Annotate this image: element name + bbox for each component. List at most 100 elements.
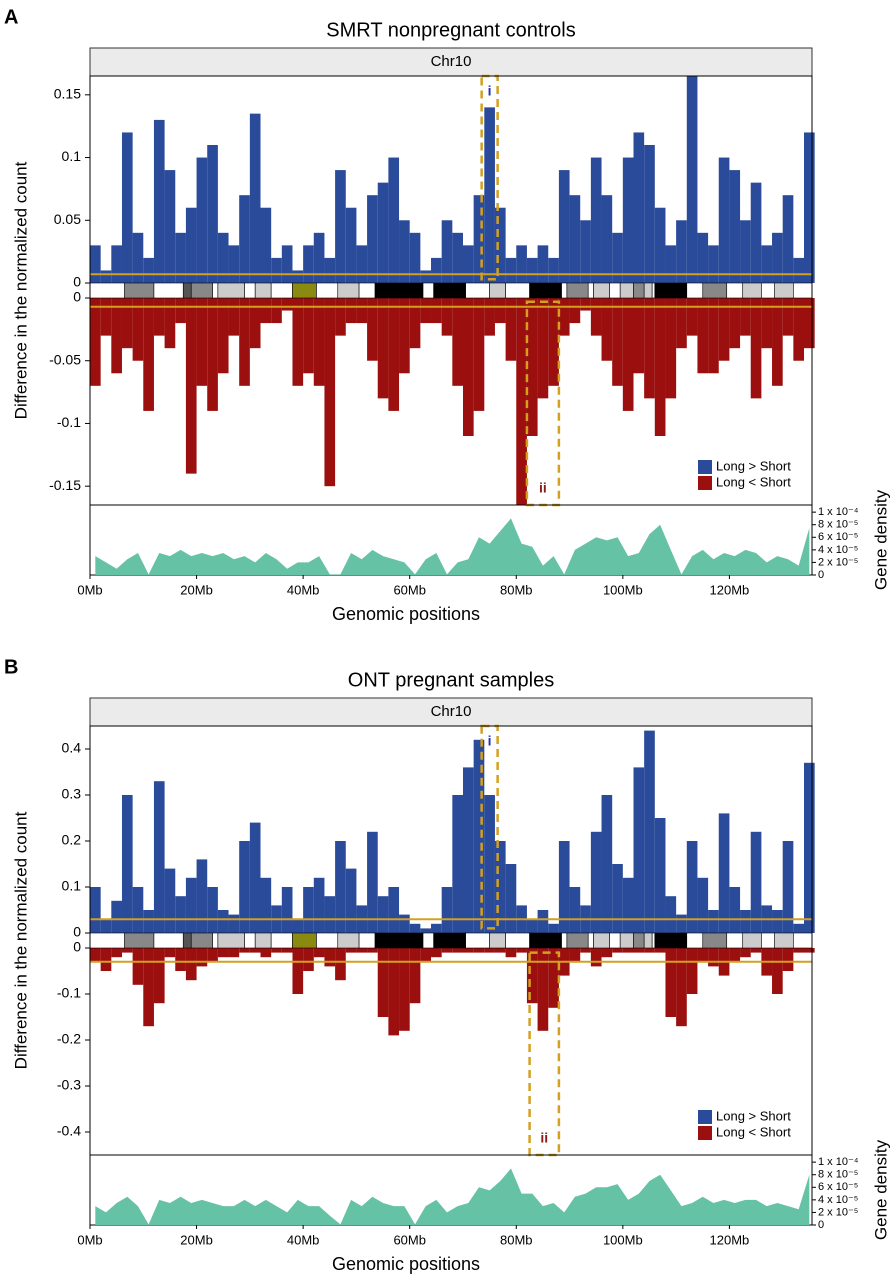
- bar: [804, 762, 815, 933]
- highlight-label: ii: [539, 480, 547, 496]
- facet-strip-label: Chr10: [431, 703, 472, 720]
- bar: [686, 948, 698, 994]
- cytoband: [433, 932, 466, 949]
- x-tick-label: 20Mb: [180, 1232, 213, 1247]
- bar: [143, 910, 154, 933]
- bar: [548, 923, 559, 933]
- y-tick-label: -0.15: [49, 477, 81, 493]
- cytoband: [643, 282, 653, 299]
- cytoband: [561, 932, 568, 949]
- bar: [697, 877, 709, 933]
- cytoband: [244, 282, 256, 299]
- bar: [121, 298, 133, 349]
- y-tick-label: 0.3: [62, 786, 82, 802]
- cytoband: [489, 282, 506, 299]
- cytoband: [190, 932, 213, 949]
- cytoband: [217, 282, 245, 299]
- bar: [590, 157, 602, 283]
- cytoband: [726, 282, 744, 299]
- bar: [153, 119, 165, 283]
- density-tick-label: 8 x 10⁻⁵: [818, 1169, 858, 1181]
- cytoband: [609, 932, 621, 949]
- bar: [399, 948, 410, 1031]
- density-tick-label: 2 x 10⁻⁵: [818, 1206, 858, 1218]
- bar: [793, 257, 805, 283]
- bar: [281, 948, 293, 953]
- cytoband: [742, 932, 762, 949]
- density-tick-label: 1 x 10⁻⁴: [818, 1156, 859, 1168]
- bar: [207, 887, 218, 933]
- bar: [537, 910, 549, 933]
- bar: [665, 948, 677, 1017]
- bar: [665, 298, 677, 399]
- bar: [569, 195, 581, 283]
- bar: [239, 195, 250, 283]
- cytoband: [593, 282, 610, 299]
- bar: [633, 298, 645, 374]
- bar: [239, 298, 250, 386]
- cytoband: [292, 282, 317, 299]
- density-tick-label: 0: [818, 1219, 824, 1231]
- bar: [196, 859, 208, 933]
- bar: [601, 195, 613, 283]
- bar: [516, 245, 527, 283]
- cytoband: [529, 932, 562, 949]
- bar: [644, 730, 655, 933]
- bar: [153, 298, 165, 336]
- bar: [292, 270, 304, 283]
- bar: [388, 157, 400, 283]
- bar: [601, 298, 613, 361]
- bar: [750, 831, 762, 933]
- highlight-label: i: [488, 733, 492, 749]
- bar: [281, 887, 293, 933]
- bar: [217, 910, 229, 933]
- bar: [431, 257, 442, 283]
- bar: [612, 948, 623, 953]
- cytoband: [212, 932, 219, 949]
- cytoband: [270, 932, 293, 949]
- bar: [367, 195, 378, 283]
- facet-strip: [89, 47, 813, 77]
- bar: [750, 948, 762, 953]
- bar: [548, 948, 559, 1008]
- x-tick-label: 120Mb: [710, 582, 750, 597]
- bar: [228, 298, 240, 336]
- cytoband: [292, 932, 317, 949]
- x-tick-label: 20Mb: [180, 582, 213, 597]
- cytoband: [316, 282, 339, 299]
- y-tick-label: 0.05: [54, 211, 81, 227]
- density-area: [95, 518, 810, 575]
- bar: [90, 948, 101, 962]
- cytoband: [609, 282, 621, 299]
- bar: [686, 298, 698, 336]
- bar: [90, 887, 101, 933]
- bar: [718, 813, 730, 933]
- bar: [782, 195, 794, 283]
- bar: [612, 232, 623, 283]
- bar: [804, 948, 815, 953]
- bar: [249, 822, 261, 933]
- cytoband: [422, 282, 434, 299]
- bar: [335, 841, 346, 933]
- bar: [494, 841, 506, 933]
- chart-title: ONT pregnant samples: [348, 669, 554, 691]
- y-tick-label: -0.2: [57, 1031, 81, 1047]
- bar: [622, 298, 634, 411]
- bar: [153, 781, 165, 933]
- cytoband: [153, 932, 184, 949]
- bar: [708, 245, 719, 283]
- y-axis-label: Difference in the normalized count: [11, 811, 30, 1069]
- bar: [686, 841, 698, 933]
- bar: [217, 232, 229, 283]
- y-axis-label: Difference in the normalized count: [11, 161, 30, 419]
- bar: [207, 948, 218, 962]
- bar: [377, 182, 389, 283]
- bar: [494, 207, 506, 283]
- bar: [708, 910, 719, 933]
- bar: [633, 132, 645, 283]
- highlight-box: [528, 951, 561, 1157]
- bar: [761, 245, 773, 283]
- density-tick-label: 8 x 10⁻⁵: [818, 519, 858, 531]
- bar: [740, 220, 751, 283]
- bar: [569, 887, 581, 933]
